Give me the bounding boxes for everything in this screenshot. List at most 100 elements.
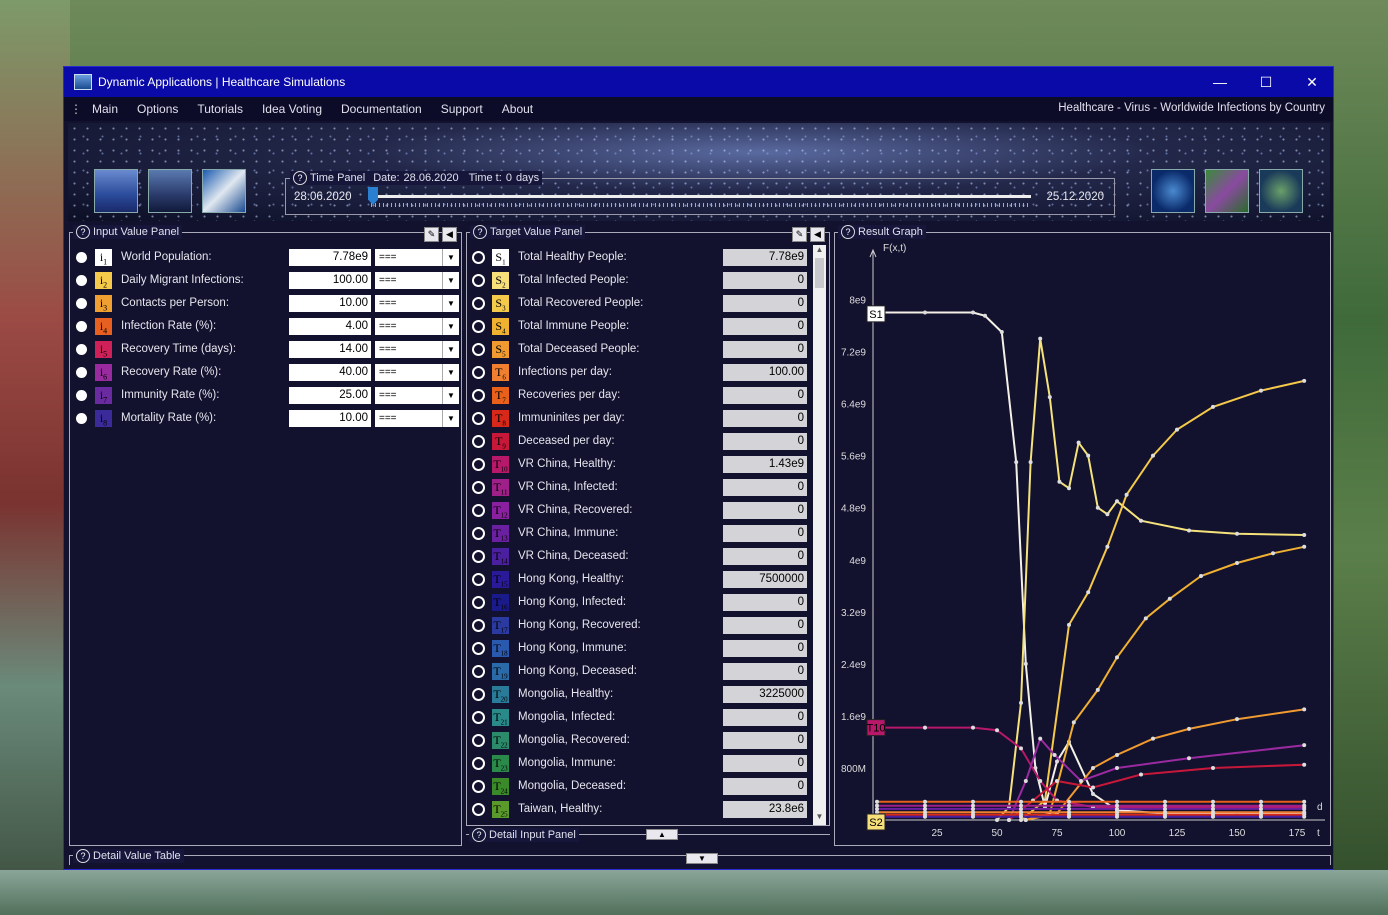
input-value-field[interactable]: 100.00 (289, 271, 371, 289)
collapse-left-icon[interactable]: ◀ (810, 227, 825, 242)
row-select-radio[interactable] (472, 572, 485, 586)
input-value-field[interactable]: 14.00 (289, 340, 371, 358)
menu-idea-voting[interactable]: Idea Voting (261, 102, 323, 116)
expand-down-icon[interactable]: ▼ (686, 853, 718, 864)
input-value-field[interactable]: 10.00 (289, 294, 371, 312)
time-slider-track[interactable] (371, 195, 1031, 198)
expand-up-icon[interactable]: ▲ (646, 829, 678, 840)
row-select-radio[interactable] (472, 549, 485, 563)
row-select-radio[interactable] (472, 342, 485, 356)
thumbnail-world-button[interactable] (1259, 169, 1303, 213)
result-graph-plot[interactable]: F(x,t) 8e9 7.2e9 6.4e9 5.6e9 4.8e9 4e9 3.2e9 2.4… (835, 235, 1330, 845)
operator-select[interactable]: === ▼ (375, 386, 459, 404)
input-value-field[interactable]: 4.00 (289, 317, 371, 335)
menu-documentation[interactable]: Documentation (341, 102, 422, 116)
help-icon[interactable]: ? (76, 225, 90, 239)
menu-tutorials[interactable]: Tutorials (197, 102, 243, 116)
maximize-icon[interactable]: ☐ (1259, 73, 1273, 90)
row-select-radio[interactable] (472, 641, 485, 655)
thumbnail-window-button[interactable] (202, 169, 246, 213)
row-select-radio[interactable] (472, 434, 485, 448)
collapse-left-icon[interactable]: ◀ (442, 227, 457, 242)
input-value-field[interactable]: 7.78e9 (289, 248, 371, 266)
input-value-field[interactable]: 10.00 (289, 409, 371, 427)
flat-series-point (1302, 803, 1307, 808)
menu-about[interactable]: About (501, 102, 534, 116)
target-panel-scrollbar[interactable]: ▲ ▼ (813, 245, 826, 825)
input-value-field[interactable]: 40.00 (289, 363, 371, 381)
row-select-radio[interactable] (472, 503, 485, 517)
row-select-radio[interactable] (76, 412, 87, 424)
flat-series-point (1302, 806, 1307, 811)
row-select-radio[interactable] (76, 366, 87, 378)
menu-main[interactable]: Main (92, 102, 119, 116)
recovered-people-series-point (1259, 388, 1263, 393)
immune-people-series-point (1235, 561, 1239, 566)
edit-icon[interactable]: ✎ (792, 227, 807, 242)
input-value-field[interactable]: 25.00 (289, 386, 371, 404)
immune-people-series-point (1199, 574, 1203, 579)
row-select-radio[interactable] (76, 389, 87, 401)
operator-select[interactable]: === ▼ (375, 409, 459, 427)
thumbnail-collage-button[interactable] (1205, 169, 1249, 213)
operator-select[interactable]: === ▼ (375, 363, 459, 381)
row-select-radio[interactable] (472, 388, 485, 402)
row-select-radio[interactable] (472, 756, 485, 770)
row-select-radio[interactable] (472, 411, 485, 425)
thumbnail-landscape-button[interactable] (148, 169, 192, 213)
row-select-radio[interactable] (472, 664, 485, 678)
row-select-radio[interactable] (472, 779, 485, 793)
scroll-down-icon[interactable]: ▼ (815, 812, 824, 821)
row-select-radio[interactable] (472, 480, 485, 494)
operator-select[interactable]: === ▼ (375, 317, 459, 335)
row-select-radio[interactable] (472, 687, 485, 701)
row-select-radio[interactable] (76, 343, 87, 355)
row-select-radio[interactable] (76, 251, 87, 263)
x-tick-label: 100 (1109, 828, 1126, 839)
row-select-radio[interactable] (472, 710, 485, 724)
operator-select[interactable]: === ▼ (375, 271, 459, 289)
row-select-radio[interactable] (472, 319, 485, 333)
operator-select[interactable]: === ▼ (375, 248, 459, 266)
thumbnail-globe-button[interactable] (1151, 169, 1195, 213)
help-icon[interactable]: ? (293, 171, 307, 185)
help-icon[interactable]: ? (473, 225, 487, 239)
menu-support[interactable]: Support (440, 102, 483, 116)
variable-badge: T14 (492, 547, 509, 565)
operator-select[interactable]: === ▼ (375, 294, 459, 312)
healthy-people-series-point (1023, 661, 1028, 666)
target-value-field: 3225000 (723, 685, 807, 703)
operator-select[interactable]: === ▼ (375, 340, 459, 358)
end-date: 25.12.2020 (1046, 191, 1104, 203)
row-select-radio[interactable] (76, 274, 87, 286)
row-select-radio[interactable] (472, 457, 485, 471)
help-icon[interactable]: ? (472, 828, 486, 842)
menu-options[interactable]: Options (137, 102, 179, 116)
close-icon[interactable]: ✕ (1306, 73, 1318, 90)
time-slider-thumb[interactable] (368, 187, 378, 205)
row-select-radio[interactable] (472, 733, 485, 747)
row-select-radio[interactable] (472, 365, 485, 379)
minimize-icon[interactable]: — (1213, 74, 1227, 90)
row-select-radio[interactable] (76, 297, 87, 309)
help-icon[interactable]: ? (76, 849, 90, 863)
title-bar[interactable]: Dynamic Applications | Healthcare Simula… (64, 67, 1333, 97)
row-select-radio[interactable] (472, 250, 485, 264)
row-select-radio[interactable] (472, 526, 485, 540)
target-value-field: 0 (723, 754, 807, 772)
row-select-radio[interactable] (472, 296, 485, 310)
scroll-thumb[interactable] (815, 258, 824, 288)
row-select-radio[interactable] (472, 618, 485, 632)
row-select-radio[interactable] (472, 595, 485, 609)
flat-series-point (1163, 814, 1167, 819)
y-tick-label: 2.4e9 (841, 660, 866, 671)
row-select-radio[interactable] (472, 802, 485, 816)
scroll-up-icon[interactable]: ▲ (815, 245, 824, 254)
infected-people-series-point (995, 818, 999, 822)
help-icon[interactable]: ? (841, 225, 855, 239)
row-select-radio[interactable] (76, 320, 87, 332)
x-tick-label: 50 (991, 828, 1003, 839)
row-select-radio[interactable] (472, 273, 485, 287)
edit-icon[interactable]: ✎ (424, 227, 439, 242)
thumbnail-ocean-button[interactable] (94, 169, 138, 213)
